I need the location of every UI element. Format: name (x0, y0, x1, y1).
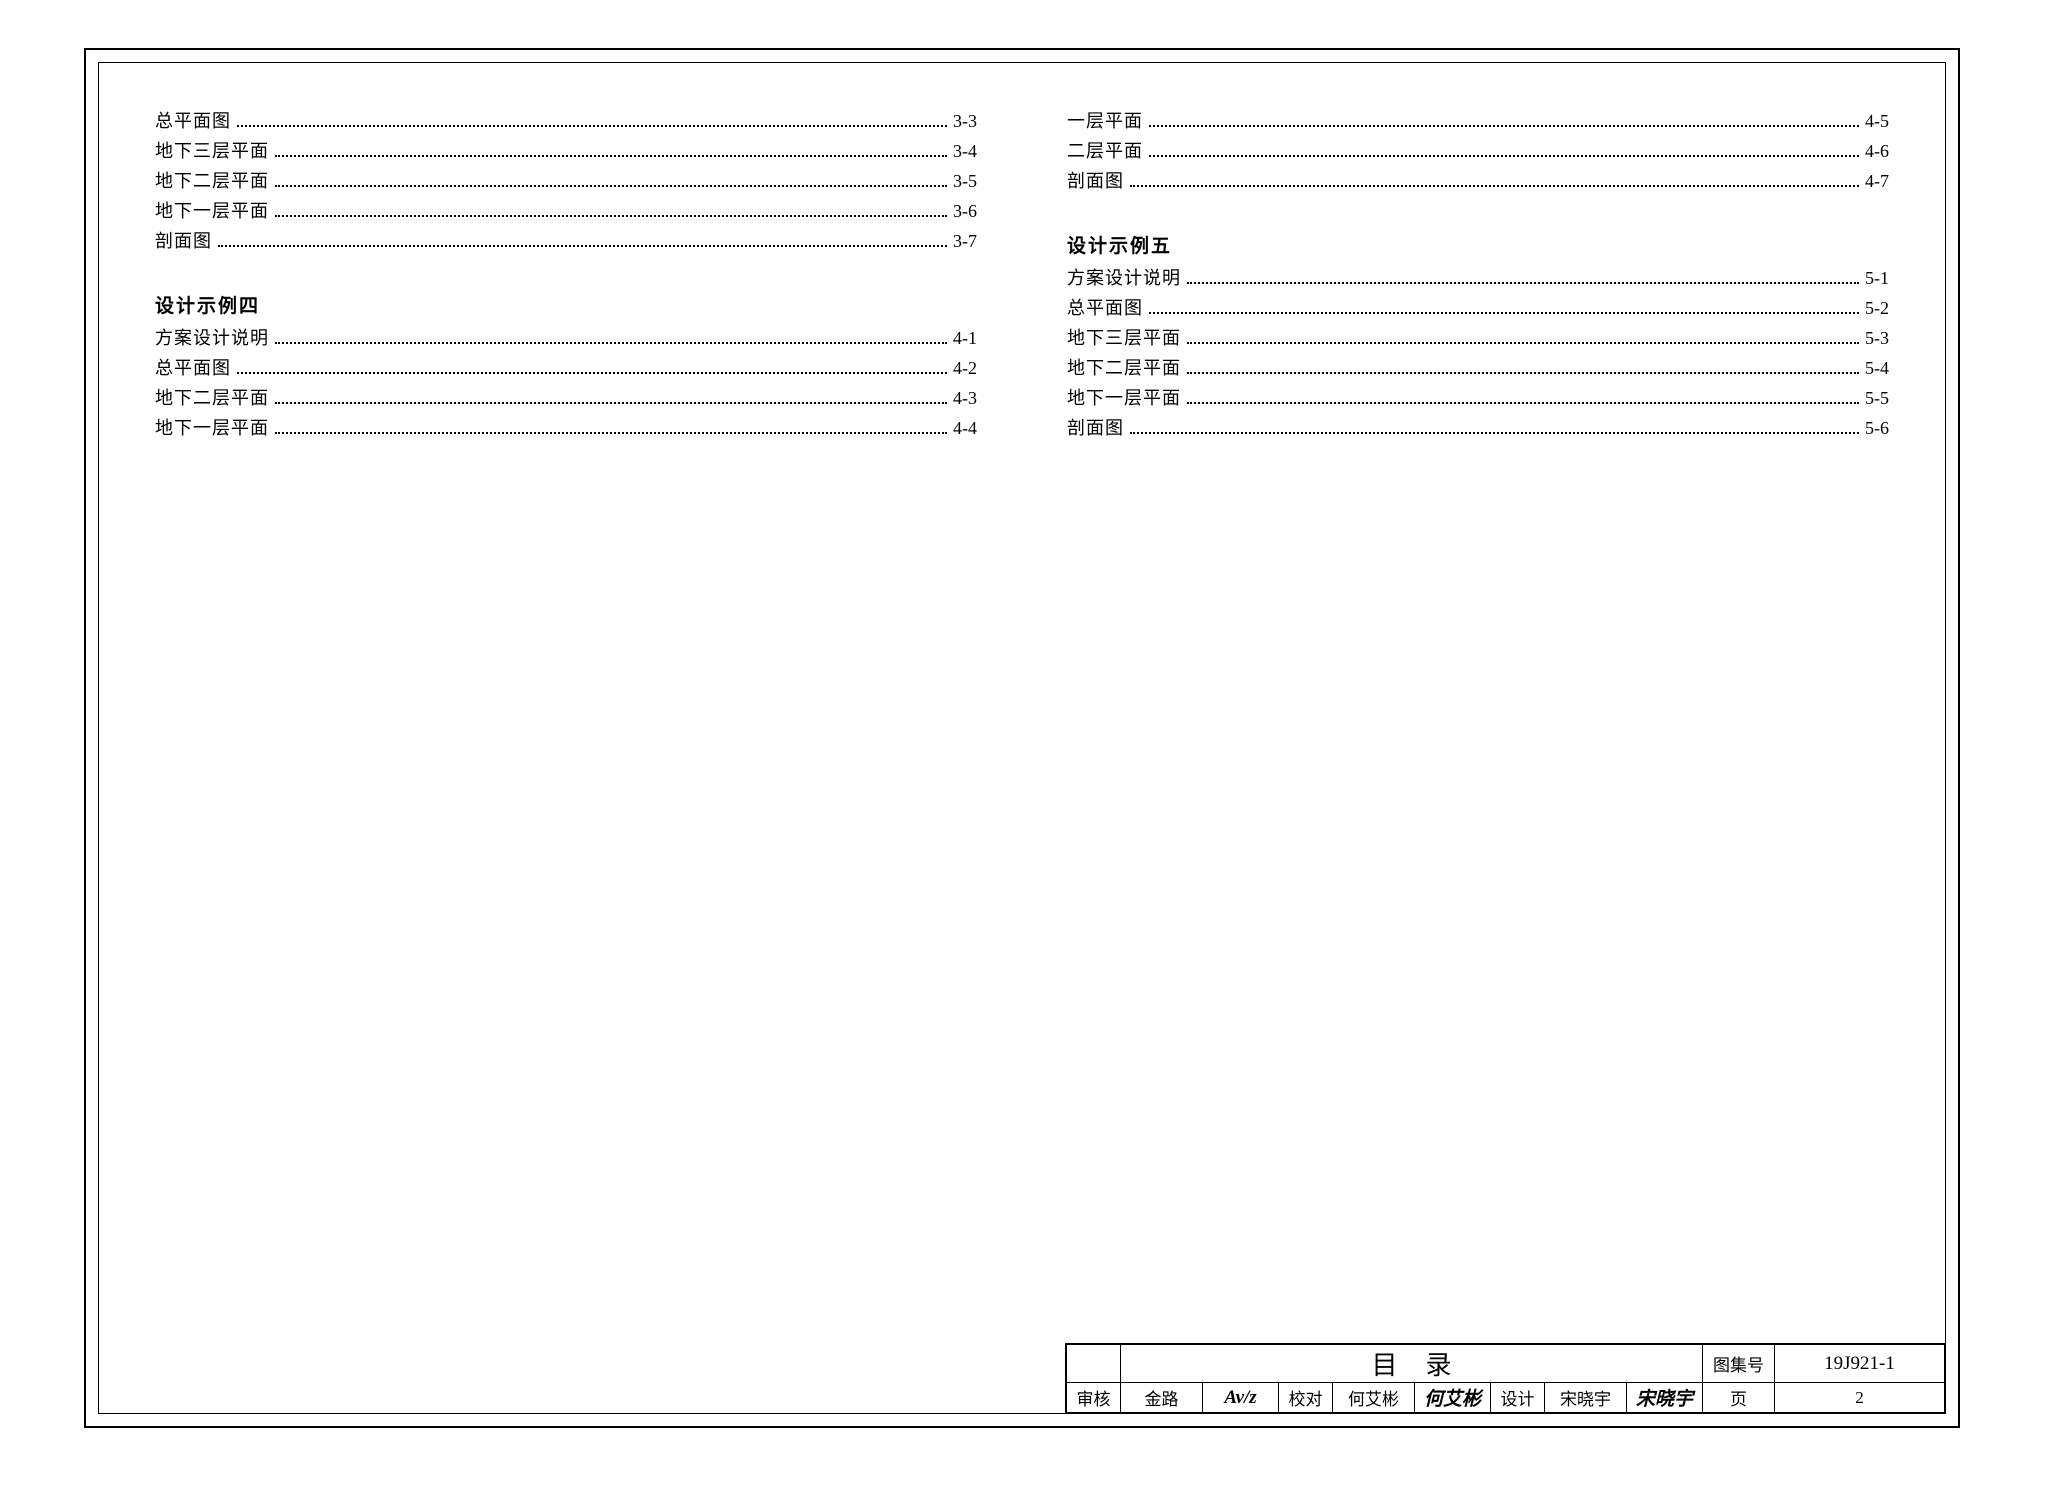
toc-label: 地下三层平面 (155, 137, 269, 163)
toc-entry: 地下三层平面 5-3 (1067, 324, 1889, 354)
page-value: 2 (1775, 1383, 1945, 1413)
dot-leader (275, 402, 947, 404)
dot-leader (237, 372, 947, 374)
drawing-set-label: 图集号 (1703, 1345, 1775, 1383)
toc-label: 地下二层平面 (1067, 354, 1181, 380)
toc-label: 总平面图 (155, 107, 231, 133)
dot-leader (1149, 312, 1859, 314)
toc-page: 4-4 (953, 418, 977, 439)
toc-entry: 地下二层平面 4-3 (155, 384, 977, 414)
design-name: 宋晓宇 (1545, 1383, 1627, 1413)
check-signature: 何艾彬 (1415, 1383, 1491, 1413)
toc-label: 剖面图 (1067, 414, 1124, 440)
toc-page: 5-6 (1865, 418, 1889, 439)
toc-page: 3-6 (953, 201, 977, 222)
check-label: 校对 (1279, 1383, 1333, 1413)
toc-label: 地下二层平面 (155, 167, 269, 193)
toc-entry: 二层平面 4-6 (1067, 137, 1889, 167)
toc-entry: 地下一层平面 3-6 (155, 197, 977, 227)
dot-leader (1187, 402, 1859, 404)
toc-label: 地下一层平面 (155, 197, 269, 223)
dot-leader (275, 155, 947, 157)
drawing-set-value: 19J921-1 (1775, 1345, 1945, 1383)
toc-entry: 剖面图 3-7 (155, 227, 977, 257)
dot-leader (275, 215, 947, 217)
toc-entry: 一层平面 4-5 (1067, 107, 1889, 137)
toc-page: 5-2 (1865, 298, 1889, 319)
toc-label: 地下一层平面 (155, 414, 269, 440)
toc-page: 3-5 (953, 171, 977, 192)
toc-page: 4-3 (953, 388, 977, 409)
toc-label: 剖面图 (155, 227, 212, 253)
toc-page: 5-3 (1865, 328, 1889, 349)
toc-page: 4-6 (1865, 141, 1889, 162)
title-block: 目录 图集号 19J921-1 审核 金路 Av/z 校对 何艾彬 何艾彬 设计… (1065, 1343, 1946, 1414)
dot-leader (1187, 282, 1859, 284)
toc-entry: 剖面图 5-6 (1067, 414, 1889, 444)
dot-leader (1149, 155, 1859, 157)
toc-label: 剖面图 (1067, 167, 1124, 193)
toc-entry: 地下二层平面 3-5 (155, 167, 977, 197)
dot-leader (1187, 342, 1859, 344)
toc-label: 二层平面 (1067, 137, 1143, 163)
toc-entry: 地下二层平面 5-4 (1067, 354, 1889, 384)
title-block-bottom-row: 审核 金路 Av/z 校对 何艾彬 何艾彬 设计 宋晓宇 宋晓宇 页 2 (1067, 1383, 1945, 1413)
toc-entry: 方案设计说明 4-1 (155, 324, 977, 354)
drawing-title: 目录 (1121, 1345, 1703, 1383)
dot-leader (275, 185, 947, 187)
toc-entry: 方案设计说明 5-1 (1067, 264, 1889, 294)
toc-entry: 总平面图 5-2 (1067, 294, 1889, 324)
dot-leader (275, 342, 947, 344)
section-heading: 设计示例四 (155, 291, 977, 318)
dot-leader (1187, 372, 1859, 374)
toc-label: 地下三层平面 (1067, 324, 1181, 350)
dot-leader (237, 125, 947, 127)
review-signature: Av/z (1203, 1383, 1279, 1413)
toc-entry: 地下一层平面 4-4 (155, 414, 977, 444)
toc-label: 地下一层平面 (1067, 384, 1181, 410)
dot-leader (1130, 432, 1859, 434)
left-column: 总平面图 3-3 地下三层平面 3-4 地下二层平面 3-5 地下一层平面 (155, 107, 977, 1313)
title-block-table: 目录 图集号 19J921-1 审核 金路 Av/z 校对 何艾彬 何艾彬 设计… (1066, 1344, 1945, 1413)
toc-entry: 总平面图 4-2 (155, 354, 977, 384)
toc-label: 一层平面 (1067, 107, 1143, 133)
dot-leader (275, 432, 947, 434)
toc-label: 地下二层平面 (155, 384, 269, 410)
toc-label: 方案设计说明 (155, 324, 269, 350)
toc-label: 总平面图 (1067, 294, 1143, 320)
dot-leader (1130, 185, 1859, 187)
toc-page: 4-1 (953, 328, 977, 349)
dot-leader (1149, 125, 1859, 127)
toc-page: 3-7 (953, 231, 977, 252)
toc-entry: 地下一层平面 5-5 (1067, 384, 1889, 414)
design-signature: 宋晓宇 (1627, 1383, 1703, 1413)
outer-border: 总平面图 3-3 地下三层平面 3-4 地下二层平面 3-5 地下一层平面 (84, 48, 1960, 1428)
toc-page: 3-4 (953, 141, 977, 162)
check-name: 何艾彬 (1333, 1383, 1415, 1413)
toc-page: 4-2 (953, 358, 977, 379)
inner-border: 总平面图 3-3 地下三层平面 3-4 地下二层平面 3-5 地下一层平面 (98, 62, 1946, 1414)
toc-page: 5-5 (1865, 388, 1889, 409)
design-label: 设计 (1491, 1383, 1545, 1413)
review-name: 金路 (1121, 1383, 1203, 1413)
toc-label: 方案设计说明 (1067, 264, 1181, 290)
toc-page: 4-5 (1865, 111, 1889, 132)
toc-content: 总平面图 3-3 地下三层平面 3-4 地下二层平面 3-5 地下一层平面 (155, 107, 1889, 1313)
title-block-top-row: 目录 图集号 19J921-1 (1067, 1345, 1945, 1383)
toc-label: 总平面图 (155, 354, 231, 380)
toc-page: 3-3 (953, 111, 977, 132)
toc-page: 4-7 (1865, 171, 1889, 192)
right-column: 一层平面 4-5 二层平面 4-6 剖面图 4-7 设计示例五 方案设计说明 (1067, 107, 1889, 1313)
toc-entry: 地下三层平面 3-4 (155, 137, 977, 167)
section-heading: 设计示例五 (1067, 231, 1889, 258)
toc-entry: 总平面图 3-3 (155, 107, 977, 137)
toc-page: 5-1 (1865, 268, 1889, 289)
toc-entry: 剖面图 4-7 (1067, 167, 1889, 197)
review-label: 审核 (1067, 1383, 1121, 1413)
dot-leader (218, 245, 947, 247)
toc-page: 5-4 (1865, 358, 1889, 379)
page-label: 页 (1703, 1383, 1775, 1413)
